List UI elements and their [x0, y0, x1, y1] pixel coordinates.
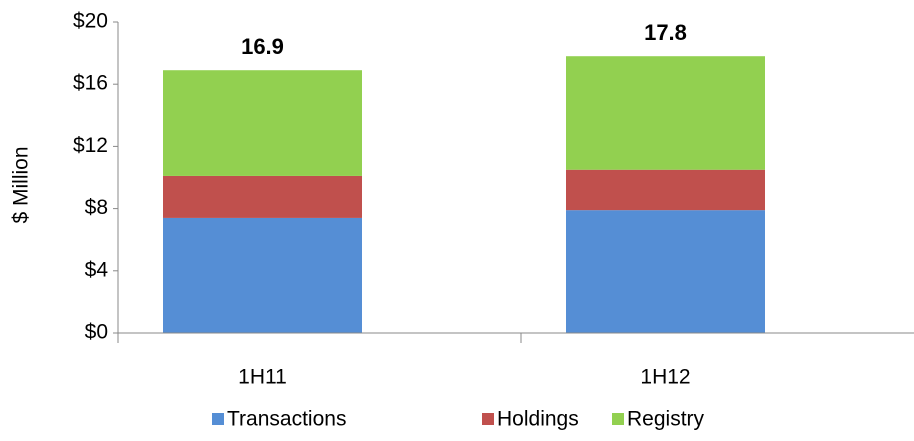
y-tick-label: $8 [85, 196, 108, 219]
legend-swatch [612, 413, 624, 425]
y-axis-label: $ Million [10, 146, 33, 223]
total-label: 17.8 [644, 20, 687, 45]
y-tick-label: $16 [73, 72, 108, 95]
y-tick-label: $4 [85, 258, 109, 281]
bar-segment [566, 169, 765, 211]
legend-label: Holdings [497, 408, 579, 431]
total-label: 16.9 [241, 34, 284, 59]
bar-segment [163, 70, 362, 176]
bar-segment [163, 175, 362, 218]
bar-segment [163, 217, 362, 333]
bar-segment [566, 210, 765, 333]
y-tick-label: $20 [73, 10, 108, 33]
y-tick-label: $12 [73, 134, 108, 157]
legend-swatch [482, 413, 494, 425]
legend-swatch [212, 413, 224, 425]
legend-label: Transactions [227, 408, 346, 431]
bar-segment [566, 56, 765, 170]
y-tick-label: $0 [85, 321, 108, 344]
x-tick-label: 1H11 [238, 366, 287, 389]
legend-label: Registry [627, 408, 705, 431]
x-tick-label: 1H12 [640, 366, 690, 389]
